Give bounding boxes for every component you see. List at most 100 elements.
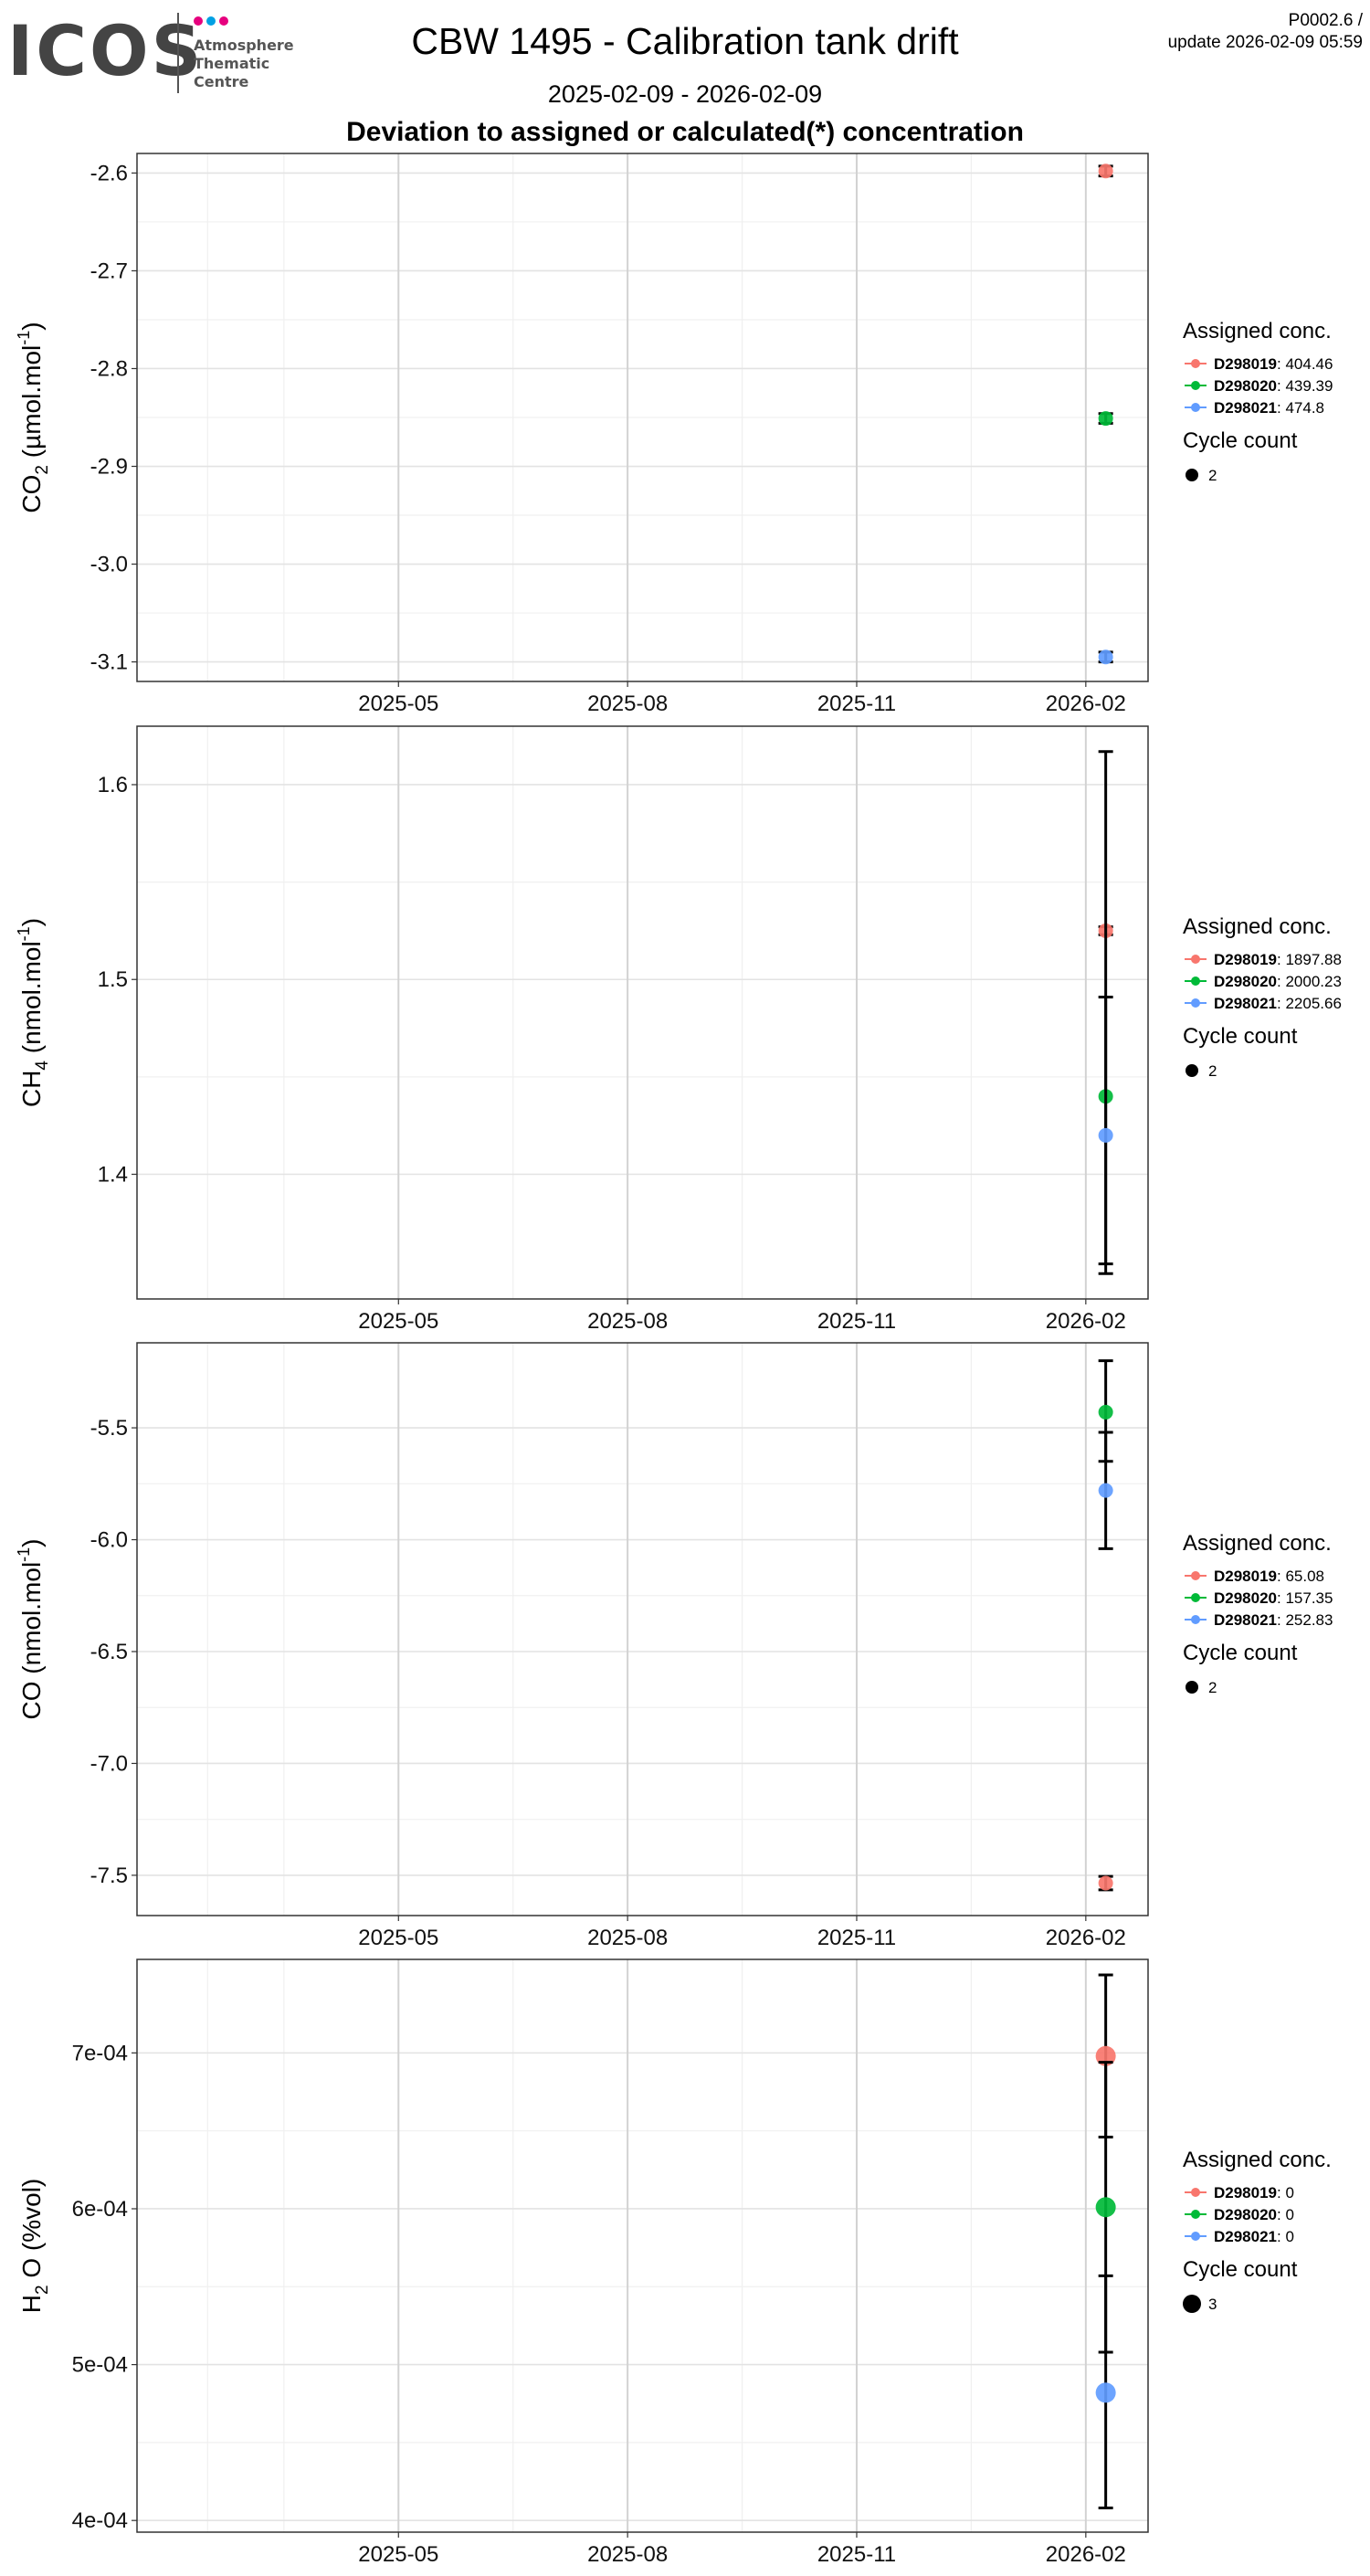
- legend-co: Assigned conc. D298019: 65.08 D298020: 157…: [1183, 1531, 1333, 1696]
- legend-key-dot: [1191, 955, 1200, 964]
- size-legend-value: 3: [1208, 2296, 1217, 2313]
- y-tick-label: 7e-04: [72, 2041, 128, 2065]
- size-legend-dot: [1183, 2295, 1201, 2313]
- plot-background: [137, 1343, 1148, 1916]
- y-tick-label: 1.4: [98, 1163, 128, 1188]
- chart-subtitle: Deviation to assigned or calculated(*) c…: [346, 117, 1024, 147]
- size-legend-dot: [1186, 469, 1198, 481]
- logo-wordmark: ICOS: [7, 10, 205, 91]
- x-tick-label: 2025-05: [358, 1309, 438, 1334]
- size-legend-title: Cycle count: [1183, 1024, 1298, 1049]
- y-tick-label: -3.1: [90, 650, 128, 675]
- x-tick-label: 2025-11: [817, 692, 896, 716]
- data-point-D298020: [1095, 2197, 1116, 2218]
- x-tick-label: 2025-05: [358, 2542, 438, 2567]
- data-point-D298021: [1098, 649, 1113, 665]
- icos-logo: ICOS Atmosphere Thematic Centre: [7, 11, 309, 95]
- size-legend-title: Cycle count: [1183, 428, 1298, 453]
- plot-border: [136, 1342, 1149, 1916]
- y-tick-label: -3.0: [90, 553, 128, 577]
- x-tick-label: 2026-02: [1046, 2542, 1126, 2567]
- logo-divider: [177, 13, 179, 93]
- legend-key-dot: [1191, 359, 1200, 368]
- legend-label-D298021: D298021: 252.83: [1214, 1611, 1333, 1629]
- logo-subtitle-line: Thematic: [194, 55, 270, 72]
- legend-label-D298019: D298019: 65.08: [1214, 1568, 1324, 1585]
- plot-border: [136, 725, 1149, 1300]
- legend-label-D298020: D298020: 439.39: [1214, 377, 1333, 395]
- logo-subtitle: Atmosphere Thematic Centre: [194, 37, 294, 91]
- legend-title: Assigned conc.: [1183, 914, 1332, 939]
- logo-dot-pink: [194, 16, 203, 26]
- legend-co2: Assigned conc. D298019: 404.46 D298020: 43…: [1183, 319, 1333, 484]
- chart-panel-ch4: 1.4 1.5 1.6 2025-05 2025-08 2025-11 2026-02 CH4…: [15, 725, 1149, 1334]
- legend-h2o: Assigned conc. D298019: 0 D298020: 0 D29802…: [1183, 2148, 1332, 2313]
- page-title: CBW 1495 - Calibration tank drift: [411, 20, 959, 62]
- x-tick-label: 2025-11: [817, 1926, 896, 1950]
- legend-title: Assigned conc.: [1183, 2148, 1332, 2172]
- x-tick-label: 2025-11: [817, 2542, 896, 2567]
- y-tick-label: -6.5: [90, 1640, 128, 1664]
- legend-key-dot: [1191, 2232, 1200, 2241]
- logo-subtitle-line: Atmosphere: [194, 37, 294, 54]
- y-axis-title: CH4 (nmol.mol-1): [15, 918, 52, 1107]
- data-point-D298020: [1098, 1404, 1113, 1420]
- legend-label-D298020: D298020: 157.35: [1214, 1589, 1333, 1607]
- y-axis-title: CO (nmol.mol-1): [15, 1538, 46, 1719]
- y-tick-label: -2.6: [90, 161, 128, 185]
- y-tick-label: -6.0: [90, 1528, 128, 1553]
- y-tick-label: -5.5: [90, 1416, 128, 1441]
- data-point-D298021: [1098, 1127, 1113, 1143]
- y-tick-label: 4e-04: [72, 2508, 128, 2533]
- logo-dot-blue: [206, 16, 216, 26]
- legend-key-dot: [1191, 1593, 1200, 1602]
- logo-subtitle-line: Centre: [194, 73, 249, 90]
- legend-title: Assigned conc.: [1183, 319, 1332, 343]
- legend-title: Assigned conc.: [1183, 1531, 1332, 1556]
- x-tick-label: 2025-05: [358, 1926, 438, 1950]
- legend-label-D298019: D298019: 404.46: [1214, 355, 1333, 373]
- x-tick-label: 2025-05: [358, 692, 438, 716]
- legend-label-D298020: D298020: 0: [1214, 2206, 1294, 2223]
- x-tick-label: 2025-08: [587, 1926, 668, 1950]
- legend-key-dot: [1191, 403, 1200, 412]
- legend-label-D298021: D298021: 474.8: [1214, 399, 1324, 417]
- chart-panel-h2o: 4e-04 5e-04 6e-04 7e-04 2025-05 2025-08 2025-1…: [17, 1958, 1149, 2567]
- legend-key-dot: [1191, 381, 1200, 390]
- chart-panel-co: -5.5 -6.0 -6.5 -7.0 -7.5 2025-05 2025-08 2025-1…: [15, 1342, 1149, 1950]
- x-tick-label: 2025-08: [587, 2542, 668, 2567]
- y-tick-label: -7.0: [90, 1751, 128, 1776]
- size-legend-title: Cycle count: [1183, 1641, 1298, 1665]
- data-point-D298020: [1098, 411, 1113, 427]
- data-point-D298019: [1098, 164, 1113, 179]
- legend-label-D298020: D298020: 2000.23: [1214, 973, 1342, 990]
- logo-dot-magenta: [219, 16, 228, 26]
- legend-label-D298021: D298021: 0: [1214, 2228, 1294, 2245]
- date-range: 2025-02-09 - 2026-02-09: [547, 80, 823, 108]
- y-tick-label: 6e-04: [72, 2197, 128, 2222]
- y-tick-label: -2.8: [90, 356, 128, 381]
- legend-key-dot: [1191, 2188, 1200, 2197]
- x-tick-label: 2026-02: [1046, 692, 1126, 716]
- legend-key-dot: [1191, 1571, 1200, 1580]
- x-tick-label: 2025-08: [587, 1309, 668, 1334]
- x-tick-label: 2025-08: [587, 692, 668, 716]
- plot-background: [137, 1959, 1148, 2532]
- y-axis-title: H2 O (%vol): [17, 2179, 52, 2314]
- data-point-D298021: [1098, 1483, 1113, 1498]
- size-legend-value: 2: [1208, 1062, 1217, 1080]
- y-tick-label: 1.6: [98, 773, 128, 797]
- legend-ch4: Assigned conc. D298019: 1897.88 D298020: 2…: [1183, 914, 1342, 1080]
- x-tick-label: 2026-02: [1046, 1309, 1126, 1334]
- y-tick-label: -2.7: [90, 259, 128, 283]
- report-header: ICOS Atmosphere Thematic Centre CBW 1495…: [0, 0, 1370, 147]
- update-timestamp: update 2026-02-09 05:59: [1167, 33, 1363, 52]
- plot-background: [137, 726, 1148, 1299]
- data-point-D298019: [1098, 1875, 1113, 1891]
- size-legend-dot: [1186, 1681, 1198, 1694]
- plot-border: [136, 1958, 1149, 2533]
- size-legend-value: 2: [1208, 467, 1217, 484]
- y-tick-label: 5e-04: [72, 2353, 128, 2378]
- y-tick-label: 1.5: [98, 967, 128, 992]
